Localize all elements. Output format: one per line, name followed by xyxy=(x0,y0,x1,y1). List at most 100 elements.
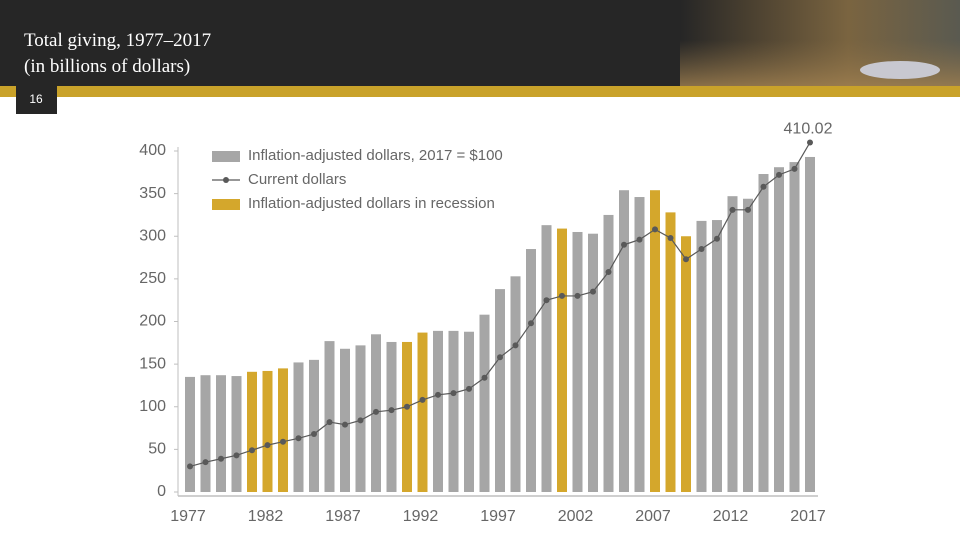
line-point xyxy=(466,385,472,392)
bar xyxy=(247,371,257,492)
line-point xyxy=(481,374,488,381)
bar xyxy=(541,225,552,493)
bar xyxy=(681,236,691,492)
data-label: 410.02 xyxy=(784,121,833,138)
line-point xyxy=(729,206,736,213)
slide-title: Total giving, 1977–2017 xyxy=(24,30,211,51)
x-tick-label: 2017 xyxy=(790,508,826,525)
line-point xyxy=(745,206,751,213)
bar xyxy=(216,375,226,492)
line-point xyxy=(559,292,565,299)
line-point xyxy=(342,421,348,428)
line-point xyxy=(326,419,333,426)
line-point xyxy=(249,447,255,454)
line-point xyxy=(218,455,224,462)
line-point xyxy=(388,407,395,414)
bar xyxy=(231,376,242,492)
legend-label: Inflation-adjusted dollars, 2017 = $100 xyxy=(248,147,503,164)
x-tick-label: 1977 xyxy=(170,508,206,525)
bar xyxy=(665,212,676,492)
legend-label: Current dollars xyxy=(248,171,346,188)
bar xyxy=(588,233,598,492)
bar xyxy=(650,190,660,492)
legend-swatch xyxy=(212,151,240,162)
bar xyxy=(510,276,521,492)
line-point xyxy=(404,403,410,410)
x-tick-label: 1982 xyxy=(248,508,284,525)
bar xyxy=(417,332,428,492)
line-point xyxy=(574,292,581,299)
bar xyxy=(200,375,211,492)
y-tick-label: 0 xyxy=(157,483,166,500)
bar xyxy=(774,167,784,492)
y-tick-label: 300 xyxy=(139,227,166,244)
bar xyxy=(603,214,614,492)
y-tick-label: 100 xyxy=(139,398,166,415)
bar xyxy=(619,190,629,492)
bar xyxy=(727,196,738,492)
bar xyxy=(572,231,583,493)
line-point xyxy=(311,431,317,438)
bar xyxy=(712,220,722,493)
header-photo-boat xyxy=(860,61,940,79)
line-point xyxy=(683,256,689,263)
line-point xyxy=(791,165,798,172)
bar xyxy=(340,348,350,492)
legend-dot xyxy=(223,177,229,183)
bar xyxy=(262,370,273,492)
legend-swatch xyxy=(212,199,240,210)
line-point xyxy=(187,463,193,470)
line-point xyxy=(652,226,658,233)
line-point xyxy=(528,320,534,327)
line-point xyxy=(497,354,503,361)
slide-title: (in billions of dollars) xyxy=(24,56,190,77)
line-point xyxy=(543,297,550,304)
line-point xyxy=(590,288,596,295)
slide-number-box xyxy=(16,86,57,114)
x-tick-label: 2002 xyxy=(558,508,594,525)
bar xyxy=(448,330,459,492)
bar xyxy=(526,249,536,492)
line-point xyxy=(357,417,364,424)
bar xyxy=(278,368,288,492)
line-point xyxy=(280,438,286,445)
line-point xyxy=(807,139,813,146)
bar xyxy=(402,341,412,492)
line-point xyxy=(450,390,457,397)
line-point xyxy=(605,269,612,276)
bar xyxy=(293,362,304,492)
slide-number: 16 xyxy=(29,92,43,106)
x-tick-label: 2012 xyxy=(713,508,749,525)
line-point xyxy=(373,408,379,415)
bar xyxy=(433,330,443,492)
bar xyxy=(479,314,490,492)
bar xyxy=(805,156,815,492)
y-tick-label: 150 xyxy=(139,355,166,372)
line-point xyxy=(435,391,441,398)
line-point xyxy=(264,442,271,449)
line-point xyxy=(636,236,643,243)
line-point xyxy=(621,241,627,248)
bar xyxy=(743,198,753,493)
bar xyxy=(324,341,335,492)
line-point xyxy=(295,435,302,442)
line-point xyxy=(667,234,674,241)
line-point xyxy=(760,183,767,190)
line-point xyxy=(202,459,209,466)
x-tick-label: 1997 xyxy=(480,508,516,525)
legend-label: Inflation-adjusted dollars in recession xyxy=(248,195,495,212)
bar xyxy=(185,376,195,492)
line-point xyxy=(698,246,705,253)
line-point xyxy=(512,342,519,349)
bar xyxy=(495,289,505,492)
bar xyxy=(758,174,769,492)
bar xyxy=(789,162,800,492)
bar xyxy=(464,331,474,492)
line-point xyxy=(233,452,240,459)
bar xyxy=(309,359,319,492)
bar xyxy=(696,220,707,492)
y-tick-label: 200 xyxy=(139,313,166,330)
header-rule xyxy=(0,86,960,97)
